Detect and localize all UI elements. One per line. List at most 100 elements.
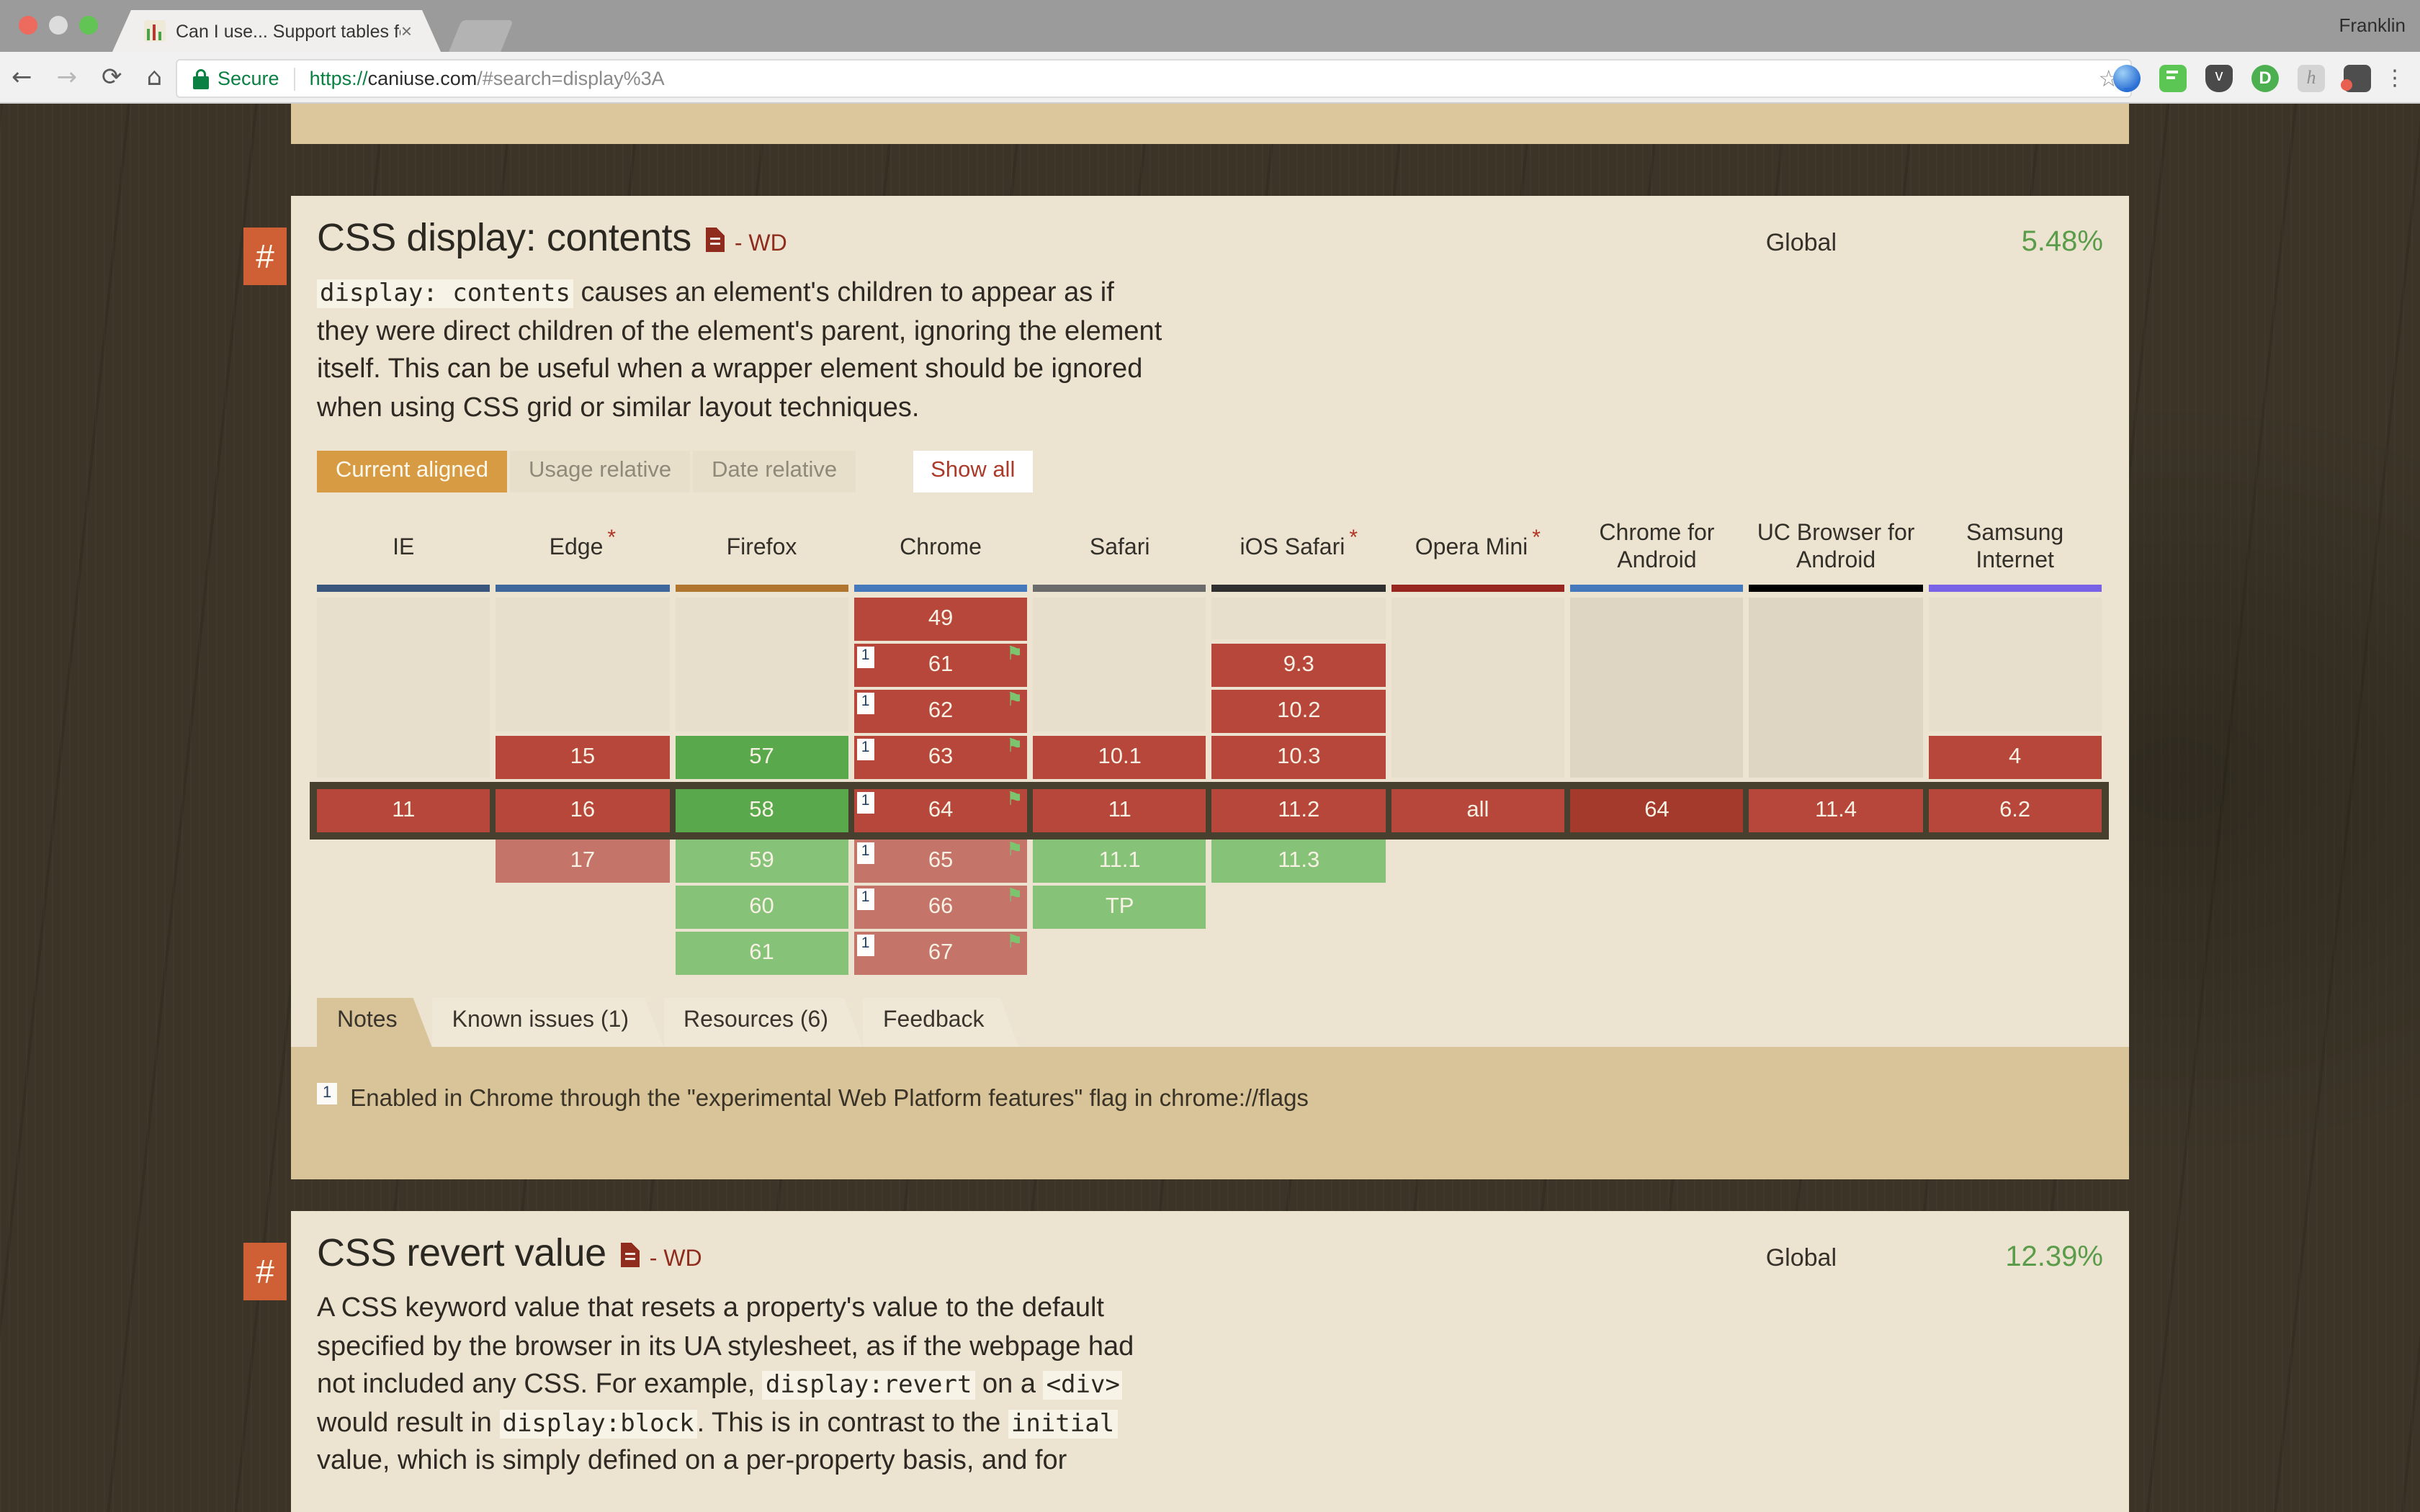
version-cell-chrome-63: 63 1 ⚑ [853,736,1028,779]
minimize-window-button[interactable] [49,16,68,35]
flag-icon: ⚑ [1006,736,1023,757]
back-icon[interactable]: ← [12,63,32,92]
browser-column-firefox: Firefox 57 58 59 60 61 [675,513,848,978]
honey-extension-icon[interactable]: h [2298,65,2325,92]
version-cell-edge-17: 17 [496,840,670,883]
version-cell-chrome-49: 49 [853,598,1028,641]
browser-name-ie: IE [393,535,415,560]
view-toggle-usage-relative[interactable]: Usage relative [509,451,691,492]
notes-panel: 1 Enabled in Chrome through the "experime… [291,1047,2129,1179]
browser-name-chrome-for-android: Chrome for Android [1599,521,1715,573]
spec-document-icon[interactable] [620,1243,640,1267]
browser-name-safari: Safari [1089,535,1150,560]
version-cell-firefox-57: 57 [675,736,848,779]
version-cell-samsung-internet-4: 4 [1928,736,2102,779]
url-text: https://caniuse.com/#search=display%3A [309,68,665,89]
version-cell-chrome-for-android-64: 64 [1570,789,1744,832]
anchor-link[interactable]: # [243,228,287,285]
feature-description: display: contents causes an element's ch… [317,278,1162,423]
version-cell-chrome-66: 66 1 ⚑ [853,886,1028,929]
balloon-extension-icon[interactable] [2113,65,2141,92]
note-marker: 1 [317,1083,338,1104]
forward-icon[interactable]: → [56,63,78,92]
browser-column-chrome: Chrome 49 61 1 ⚑ 62 1 ⚑ 63 1 ⚑ 64 1 ⚑ 65 1 ⚑ 66 1 ⚑ 67 1 ⚑ [853,513,1028,978]
browser-column-uc-browser-for-android: UC Browser for Android 11.4 [1749,513,1923,978]
evernote-extension-icon[interactable] [2341,65,2371,92]
version-cell-ios-safari-11-3: 11.3 [1211,840,1386,883]
browser-color-bar [1391,585,1565,592]
version-cell-ios-safari-10-3: 10.3 [1211,736,1386,779]
browser-column-safari: Safari 10.1 11 11.1 TP [1033,513,1206,978]
version-cell-firefox-58: 58 [675,789,848,832]
browser-column-samsung-internet: Samsung Internet 4 6.2 [1928,513,2102,978]
version-cell-chrome-61: 61 1 ⚑ [853,644,1028,687]
browser-column-ie: IE 11 [317,513,490,978]
window-controls [19,16,98,35]
note-number-badge: 1 [856,739,874,760]
browser-column-ios-safari: iOS Safari * 9.3 10.2 10.3 11.2 11.3 [1211,513,1386,978]
version-cell-safari-10-1: 10.1 [1033,736,1206,779]
version-cell-ios-safari-9-3: 9.3 [1211,644,1386,687]
result-tab-notes[interactable]: Notes [317,998,432,1047]
note-number-badge: 1 [856,935,874,956]
usage-note-asterisk: * [607,526,617,551]
feature-panel-css-revert-value: # CSS revert value - WD Global 12.39% A … [243,1211,2129,1512]
refresh-icon[interactable]: ⟳ [102,63,122,92]
note-number-badge: 1 [856,842,874,864]
usage-global-label: Global [1765,229,1837,256]
browser-name-chrome: Chrome [900,535,982,560]
browser-tab[interactable]: Can I use... Support tables for × [112,10,441,52]
feature-title: CSS display: contents [317,216,691,259]
usage-global-value: 12.39% [2005,1241,2103,1273]
empty-version-cell [317,598,490,778]
pocket-extension-icon[interactable]: v [2205,65,2233,92]
browser-color-bar [1211,585,1386,592]
view-toggle-current-aligned[interactable]: Current aligned [317,451,507,492]
browser-column-opera-mini: Opera Mini * all [1391,513,1565,978]
browser-name-ios-safari: iOS Safari * [1240,526,1358,560]
pushbullet-extension-icon[interactable]: D [2251,65,2279,92]
browser-color-bar [1749,585,1923,592]
browser-profile-name[interactable]: Franklin [2339,14,2406,36]
feedly-extension-icon[interactable] [2159,65,2187,92]
browser-name-opera-mini: Opera Mini * [1415,526,1541,560]
inline-code: initial [1008,1409,1118,1438]
browser-menu-icon[interactable]: ⋮ [2384,65,2406,91]
address-bar[interactable]: Secure https://caniuse.com/#search=displ… [176,59,2132,98]
tab-close-icon[interactable]: × [400,20,412,42]
browser-name-edge: Edge * [549,526,617,560]
browser-color-bar [853,585,1028,592]
version-cell-ie-11: 11 [317,789,490,832]
note-text: Enabled in Chrome through the "experimen… [350,1086,1309,1112]
browser-column-chrome-for-android: Chrome for Android 64 [1570,513,1744,978]
spec-document-icon[interactable] [705,228,725,252]
browser-toolbar: ← → ⟳ ⌂ Secure https://caniuse.com/#sear… [0,52,2420,104]
close-window-button[interactable] [19,16,37,35]
view-toggle-date-relative[interactable]: Date relative [693,451,856,492]
version-cell-chrome-64: 64 1 ⚑ [853,789,1028,832]
note-number-badge: 1 [856,647,874,668]
show-all-button[interactable]: Show all [913,451,1033,492]
previous-feature-notes-strip [291,104,2129,144]
spec-status: - WD [649,1247,702,1272]
home-icon[interactable]: ⌂ [146,63,163,92]
empty-version-cell [1033,598,1206,732]
new-tab-button[interactable] [449,20,514,52]
result-tab-feedback[interactable]: Feedback [863,998,1019,1047]
inline-code: display: contents [317,279,573,308]
zoom-window-button[interactable] [79,16,98,35]
anchor-link[interactable]: # [243,1243,287,1300]
browser-color-bar [317,585,490,592]
version-cell-ios-safari-11-2: 11.2 [1211,789,1386,832]
browser-name-firefox: Firefox [726,535,797,560]
result-tab-resources-6-[interactable]: Resources (6) [663,998,863,1047]
version-cell-firefox-59: 59 [675,840,848,883]
feature-panel-css-display-contents: # CSS display: contents - WD Global 5.48… [243,196,2129,1179]
result-tabs: Notes Known issues (1) Resources (6) Feedba… [317,998,2129,1047]
browser-color-bar [1570,585,1744,592]
secure-lock-icon [193,68,209,89]
note-number-badge: 1 [856,888,874,910]
usage-global-label: Global [1765,1244,1837,1272]
result-tab-known-issues-1-[interactable]: Known issues (1) [432,998,663,1047]
